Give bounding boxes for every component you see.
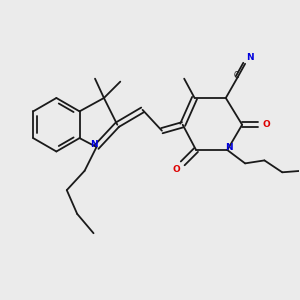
Text: O: O	[262, 120, 270, 129]
Text: N: N	[246, 53, 254, 62]
Text: N: N	[225, 142, 232, 152]
Text: O: O	[173, 165, 181, 174]
Text: C: C	[234, 71, 239, 80]
Text: N: N	[90, 140, 97, 148]
